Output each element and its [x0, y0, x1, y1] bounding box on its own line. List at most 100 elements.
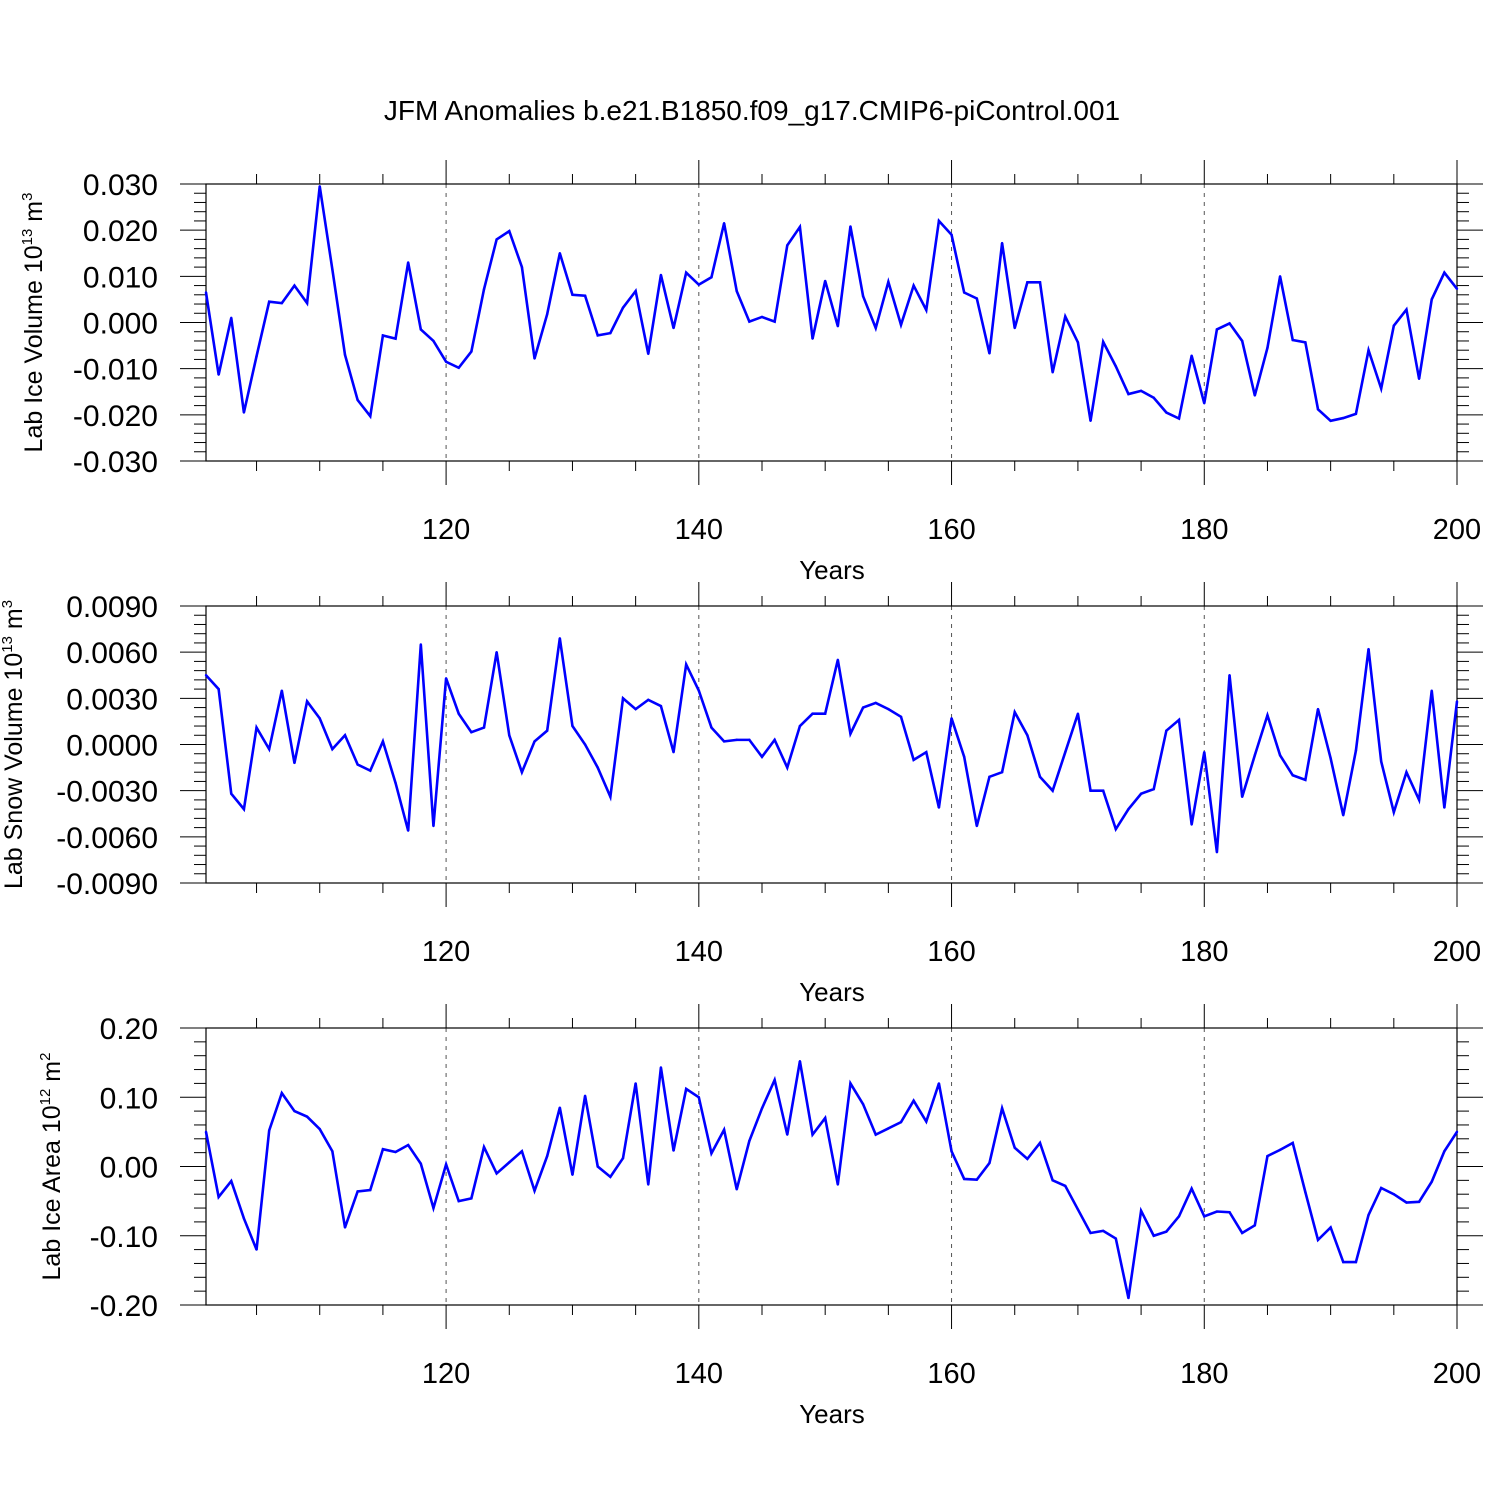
data-point	[710, 726, 713, 729]
data-point	[1430, 298, 1433, 301]
data-point	[975, 1178, 979, 1181]
data-point	[1051, 789, 1054, 792]
data-point	[1114, 365, 1118, 368]
data-point	[1291, 1141, 1294, 1145]
x-tick-label: 180	[1180, 514, 1228, 546]
data-point	[722, 1128, 726, 1131]
data-point	[1266, 346, 1269, 350]
data-point	[1101, 789, 1105, 792]
data-point	[1354, 1260, 1358, 1264]
y-tick-label: 0.0030	[66, 683, 158, 716]
data-point	[836, 658, 840, 662]
data-point	[773, 320, 776, 323]
data-point	[217, 1195, 220, 1199]
data-point	[293, 761, 296, 765]
data-point	[343, 734, 347, 737]
data-point	[962, 291, 966, 294]
data-point	[1064, 750, 1067, 754]
x-tick-label: 140	[675, 1358, 723, 1390]
data-point	[1000, 241, 1004, 245]
data-point	[823, 712, 827, 715]
data-point	[1329, 1226, 1332, 1229]
data-point	[1392, 811, 1396, 814]
data-point	[760, 1107, 764, 1110]
data-point	[356, 763, 359, 766]
data-point	[1405, 308, 1408, 311]
data-point	[1266, 714, 1269, 717]
data-point	[242, 1217, 246, 1220]
plot-frame	[205, 605, 1458, 884]
y-axis-label: Lab Ice Volume 1013 m3	[19, 193, 48, 453]
y-axis-label: Lab Ice Area 1012 m2	[37, 1053, 66, 1281]
data-point	[204, 1130, 208, 1134]
data-point	[331, 268, 334, 271]
data-point	[1203, 402, 1206, 405]
data-point	[609, 1175, 612, 1179]
data-point	[596, 334, 599, 337]
y-tick-label: -0.0090	[56, 868, 158, 901]
data-point	[1379, 1186, 1383, 1190]
data-point	[318, 185, 321, 188]
data-point	[356, 1190, 359, 1193]
data-point	[1127, 807, 1130, 811]
data-point	[1026, 281, 1029, 284]
data-point	[1430, 1180, 1433, 1183]
data-point	[836, 324, 840, 328]
chart-title: JFM Anomalies b.e21.B1850.f09_g17.CMIP6-…	[384, 95, 1120, 126]
data-point	[1051, 1179, 1054, 1182]
data-point	[1051, 371, 1054, 374]
data-point	[1443, 271, 1446, 274]
data-point	[343, 1226, 347, 1229]
data-point	[1177, 718, 1181, 722]
data-point	[571, 293, 574, 296]
data-point	[1228, 1211, 1231, 1214]
data-point	[204, 674, 208, 677]
data-point	[609, 331, 612, 335]
data-point	[1177, 417, 1181, 420]
data-point	[495, 650, 498, 654]
data-point	[369, 1188, 372, 1192]
data-point	[1114, 1237, 1118, 1240]
data-point	[1127, 1296, 1130, 1300]
data-point	[470, 730, 473, 734]
data-point	[1101, 340, 1105, 344]
data-point	[748, 320, 751, 323]
data-point	[950, 717, 953, 720]
data-point	[798, 724, 802, 728]
data-point	[1253, 754, 1257, 757]
data-point	[1278, 1148, 1282, 1152]
data-point	[394, 781, 397, 785]
data-point	[1443, 806, 1446, 809]
data-point	[1038, 1141, 1042, 1145]
y-tick-label: 0.20	[100, 1013, 158, 1046]
data-point	[1190, 354, 1193, 357]
y-tick-label: 0.000	[83, 308, 158, 341]
data-point	[1000, 771, 1004, 774]
y-tick-label: -0.020	[73, 400, 158, 433]
data-point	[823, 1116, 827, 1120]
data-point	[482, 288, 486, 291]
data-point	[1266, 1154, 1269, 1158]
data-point	[419, 328, 423, 331]
data-point	[596, 766, 599, 769]
data-point	[583, 294, 587, 297]
data-point	[722, 740, 726, 743]
data-point	[1203, 750, 1206, 754]
x-tick-label: 200	[1433, 514, 1481, 546]
data-point	[457, 712, 460, 715]
y-tick-label: 0.0060	[66, 637, 158, 670]
data-point	[482, 1145, 486, 1149]
data-point	[647, 352, 650, 356]
data-point	[558, 1106, 562, 1109]
panel-snow-volume: 120 140 160 180 200 -0.0090 -0.0060 -0.0030 0.00…	[0, 582, 1483, 1007]
data-point	[470, 350, 473, 353]
data-point	[899, 323, 903, 327]
y-tick-label: -0.10	[90, 1221, 158, 1254]
data-point	[545, 729, 549, 732]
x-axis-label: Years	[799, 977, 865, 1007]
y-tick-label: 0.010	[83, 261, 158, 294]
data-point	[1000, 1107, 1004, 1110]
data-point	[621, 1156, 625, 1160]
data-point	[988, 1161, 991, 1165]
